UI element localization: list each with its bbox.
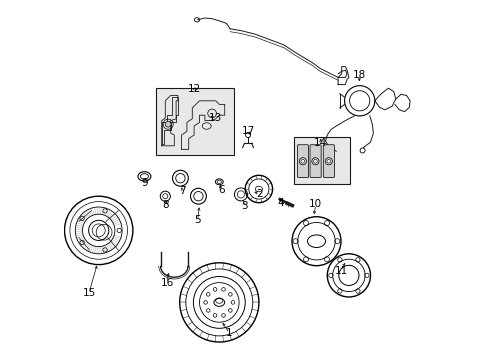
Text: 14: 14 — [314, 138, 327, 148]
Text: 6: 6 — [217, 185, 224, 195]
Text: 5: 5 — [194, 215, 201, 225]
Text: 15: 15 — [82, 288, 96, 298]
Bar — [156, 88, 233, 155]
Circle shape — [313, 159, 317, 163]
Text: 10: 10 — [308, 199, 322, 210]
Circle shape — [165, 121, 171, 127]
FancyBboxPatch shape — [297, 145, 308, 177]
Circle shape — [326, 159, 330, 163]
Text: 11: 11 — [334, 266, 347, 276]
Text: 2: 2 — [256, 189, 263, 199]
FancyBboxPatch shape — [309, 145, 321, 177]
Text: 12: 12 — [188, 84, 201, 94]
Text: 16: 16 — [160, 278, 173, 288]
Text: 8: 8 — [163, 200, 169, 210]
Text: 18: 18 — [352, 69, 365, 80]
Circle shape — [301, 159, 304, 163]
Text: 3: 3 — [241, 201, 247, 211]
Text: 9: 9 — [141, 178, 148, 188]
FancyBboxPatch shape — [323, 145, 334, 177]
Bar — [294, 137, 349, 184]
Text: 7: 7 — [179, 186, 185, 196]
Text: 17: 17 — [241, 126, 254, 136]
Text: 1: 1 — [225, 328, 232, 338]
Text: 4: 4 — [277, 198, 283, 208]
Text: 13: 13 — [208, 113, 221, 123]
